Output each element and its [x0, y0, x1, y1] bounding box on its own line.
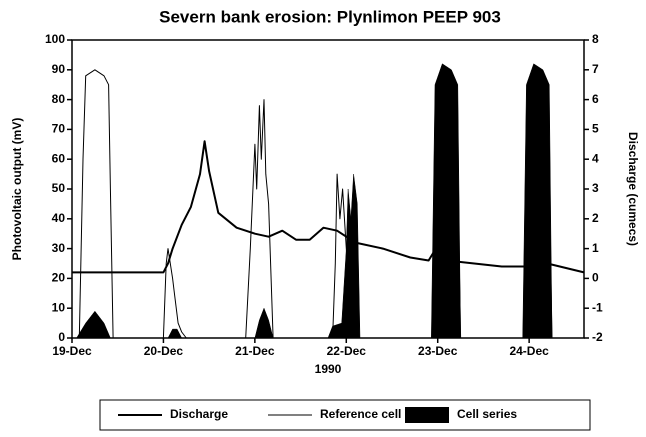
- chart-title: Severn bank erosion: Plynlimon PEEP 903: [159, 7, 501, 26]
- y2-axis-label: Discharge (cumecs): [626, 132, 640, 246]
- y-tick-label: 90: [52, 62, 66, 76]
- y-tick-label: 0: [58, 330, 65, 344]
- x-tick-label: 22-Dec: [327, 344, 367, 358]
- y2-tick-label: 1: [592, 241, 599, 255]
- y-tick-label: 50: [52, 181, 66, 195]
- legend-label: Cell series: [457, 407, 517, 421]
- legend-label: Reference cell: [320, 407, 401, 421]
- y-tick-label: 60: [52, 151, 66, 165]
- y-tick-label: 80: [52, 92, 66, 106]
- y-tick-label: 20: [52, 271, 66, 285]
- line: [72, 140, 585, 274]
- legend-swatch: [405, 407, 449, 423]
- x-tick-label: 20-Dec: [144, 344, 184, 358]
- plot-frame: [71, 39, 585, 339]
- x-tick-label: 21-Dec: [235, 344, 275, 358]
- legend-box: [99, 399, 591, 431]
- y2-tick-label: 5: [592, 122, 599, 136]
- x-tick-label: 23-Dec: [418, 344, 458, 358]
- y2-tick-label: 4: [592, 151, 599, 165]
- y2-tick-label: 7: [592, 62, 599, 76]
- x-tick-label: 24-Dec: [509, 344, 549, 358]
- y2-tick-label: -1: [592, 300, 603, 314]
- y2-tick-label: -2: [592, 330, 603, 344]
- y2-tick-label: 6: [592, 92, 599, 106]
- y-tick-label: 30: [52, 241, 66, 255]
- area: [72, 63, 584, 339]
- y2-tick-label: 8: [592, 32, 599, 46]
- x-axis-label: 1990: [315, 362, 342, 376]
- line: [72, 69, 584, 339]
- y-tick-label: 40: [52, 211, 66, 225]
- legend-label: Discharge: [170, 407, 228, 421]
- y2-tick-label: 0: [592, 271, 599, 285]
- y-tick-label: 10: [52, 300, 66, 314]
- y2-tick-label: 3: [592, 181, 599, 195]
- y-axis-label: Photovoltaic output (mV): [10, 118, 24, 261]
- y2-tick-label: 2: [592, 211, 599, 225]
- y-tick-label: 100: [45, 32, 65, 46]
- y-tick-label: 70: [52, 122, 66, 136]
- x-tick-label: 19-Dec: [52, 344, 92, 358]
